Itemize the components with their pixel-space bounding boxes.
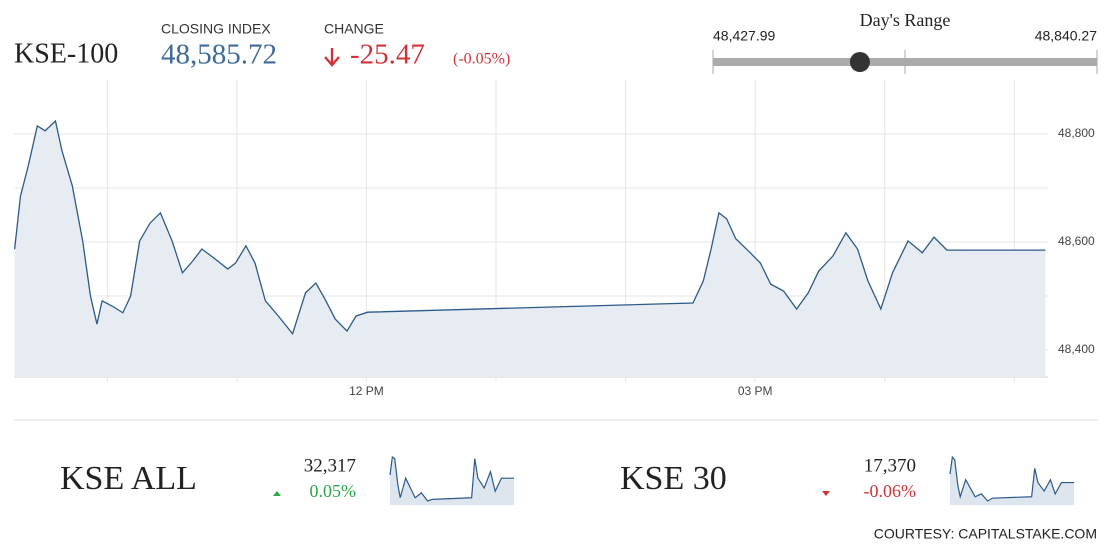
sparkline-area	[950, 457, 1074, 505]
symbol: KSE-100	[14, 38, 118, 69]
change-label: CHANGE	[324, 21, 384, 37]
range-low: 48,427.99	[713, 28, 775, 44]
index-name: KSE ALL	[60, 460, 197, 497]
closing-label: CLOSING INDEX	[161, 21, 271, 37]
index-change: -0.06%	[864, 481, 917, 501]
closing-index: 48,585.72	[161, 39, 277, 71]
index-name: KSE 30	[620, 460, 727, 497]
range-high: 48,840.27	[1035, 28, 1097, 44]
sparkline-area	[390, 457, 514, 505]
index-value: 32,317	[304, 455, 356, 476]
change: -25.47	[350, 39, 425, 71]
sparkline	[949, 455, 1074, 502]
index-value: 17,370	[864, 455, 916, 476]
up-arrow	[273, 491, 281, 496]
y-tick-label: 48,600	[1058, 234, 1095, 248]
down-arrow	[822, 491, 830, 496]
range-marker	[849, 52, 870, 72]
x-tick-label: 12 PM	[349, 384, 384, 398]
area	[14, 121, 1046, 377]
index-change: 0.05%	[310, 481, 357, 501]
x-tick-label: 03 PM	[738, 384, 773, 398]
change-pct: (-0.05%)	[453, 51, 510, 68]
line	[14, 119, 1046, 336]
range-title: Day's Range	[860, 10, 951, 30]
down-arrow	[324, 48, 340, 67]
y-tick-label: 48,400	[1058, 342, 1095, 356]
sparkline	[389, 455, 514, 502]
y-tick-label: 48,800	[1058, 126, 1095, 140]
courtesy: COURTESY: CAPITALSTAKE.COM	[874, 526, 1097, 542]
